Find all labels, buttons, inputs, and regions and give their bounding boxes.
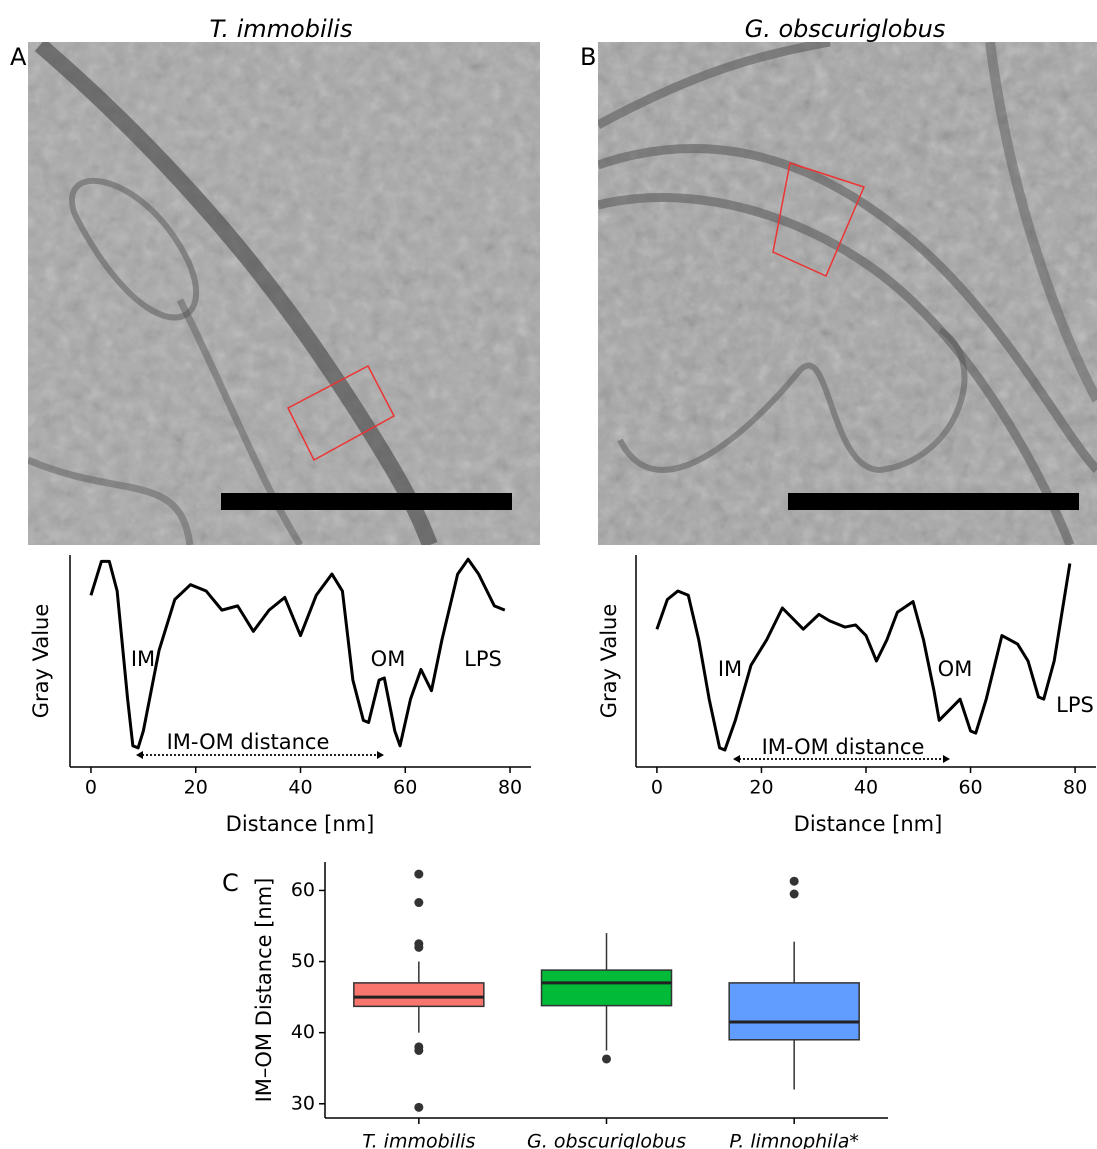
x-tick-label: 60	[958, 777, 982, 799]
x-tick-label: 80	[498, 777, 522, 799]
annotation: LPS	[464, 647, 502, 671]
y-axis-label: IM–OM Distance [nm]	[252, 878, 276, 1103]
x-tick-label: 20	[184, 777, 208, 799]
x-axis-label: Distance [nm]	[794, 812, 943, 836]
box	[353, 982, 485, 1008]
x-tick-label: 40	[288, 777, 312, 799]
annotation: OM	[371, 647, 406, 671]
profile-line	[655, 563, 1072, 752]
x-tick-label: 40	[854, 777, 878, 799]
box	[540, 969, 673, 1007]
x-tick-label: 0	[85, 777, 97, 799]
outlier	[602, 1054, 611, 1064]
x-tick-label: 20	[749, 777, 773, 799]
profile-line	[89, 557, 506, 750]
panel-label: C	[222, 869, 239, 897]
panel-title: G. obscuriglobus	[745, 15, 946, 43]
x-axis-label: Distance [nm]	[226, 812, 375, 836]
box	[728, 982, 860, 1041]
annotation: IM-OM distance	[762, 735, 925, 759]
annotation: IM-OM distance	[167, 730, 330, 754]
panel-title: T. immobilis	[210, 15, 353, 43]
outlier	[414, 1045, 424, 1055]
outlier	[414, 942, 424, 952]
x-tick-label: 60	[393, 777, 417, 799]
panel-label: A	[10, 43, 27, 71]
x-tick-label: P. limnophila*	[729, 1131, 858, 1149]
outlier	[789, 889, 799, 899]
y-axis-label: Gray Value	[597, 604, 621, 719]
y-tick-label: 50	[291, 950, 315, 972]
micrograph-b	[598, 42, 1097, 545]
annotation: LPS	[1056, 693, 1094, 717]
outlier	[789, 876, 799, 886]
annotation: OM	[938, 657, 973, 681]
y-axis-label: Gray Value	[29, 604, 53, 719]
annotation: IM	[718, 657, 742, 681]
x-tick-label: 0	[651, 777, 663, 799]
x-tick-label: 80	[1063, 777, 1087, 799]
outlier	[414, 869, 424, 879]
outlier	[414, 898, 424, 908]
y-tick-label: 30	[291, 1092, 315, 1114]
y-tick-label: 40	[291, 1021, 315, 1043]
x-tick-label: T. immobilis	[362, 1131, 475, 1149]
y-tick-label: 60	[291, 879, 315, 901]
x-tick-label: G. obscuriglobus	[527, 1131, 686, 1149]
outlier	[414, 1102, 424, 1112]
panel-label: B	[580, 43, 596, 71]
micrograph-a	[28, 42, 540, 545]
annotation: IM	[131, 647, 155, 671]
